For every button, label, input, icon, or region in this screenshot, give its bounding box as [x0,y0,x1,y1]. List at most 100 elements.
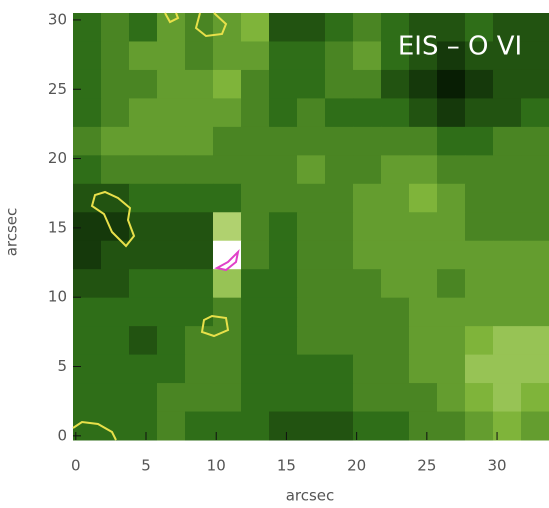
cell [269,411,298,441]
cell [213,354,242,384]
cell [409,98,438,128]
cell [521,126,549,156]
cell [353,13,382,42]
cell [157,126,186,156]
x-tick-label: 10 [207,457,226,475]
cell [325,297,354,327]
x-tick-label: 0 [71,457,81,475]
cell [465,354,494,384]
cell [297,126,326,156]
cell [269,98,298,128]
cell [129,41,158,71]
cell [437,240,466,270]
cell [493,269,522,299]
cell [129,354,158,384]
cell [241,183,270,213]
cell [269,297,298,327]
cell [101,297,130,327]
cell [73,212,102,242]
cell [353,269,382,299]
cell [73,98,102,128]
cell [101,69,130,99]
cell [381,69,410,99]
cell [241,69,270,99]
cell [241,41,270,71]
cell [241,155,270,185]
contour [200,314,230,338]
y-tick-label: 15 [48,218,67,236]
cell [437,297,466,327]
cell [409,326,438,356]
cell [157,326,186,356]
cell [241,411,270,441]
cell [297,383,326,413]
cell [157,269,186,299]
cell [241,126,270,156]
cell [213,155,242,185]
cell [157,98,186,128]
cell [493,354,522,384]
cell [437,98,466,128]
cell [325,354,354,384]
cell [325,212,354,242]
cell [185,183,214,213]
cell [493,126,522,156]
cell [297,354,326,384]
cell [213,411,242,441]
cell [409,383,438,413]
cell [129,98,158,128]
cell [521,98,549,128]
cell [101,155,130,185]
cell [409,297,438,327]
cell [437,354,466,384]
contour [90,190,136,248]
cell [437,212,466,242]
cell [409,269,438,299]
cell [297,297,326,327]
cell [381,41,410,71]
cell [213,383,242,413]
cell [73,69,102,99]
cell [157,297,186,327]
cell [325,383,354,413]
cell [185,354,214,384]
cell [213,212,242,242]
cell [185,98,214,128]
cell [437,183,466,213]
cell [269,41,298,71]
cell [241,326,270,356]
cell [493,183,522,213]
cell [381,269,410,299]
cell [241,240,270,270]
cell [101,354,130,384]
cell [129,269,158,299]
cell [465,155,494,185]
cell [185,297,214,327]
x-tick-label: 5 [141,457,151,475]
y-tick-label: 5 [57,357,67,375]
cell [101,411,130,441]
contour [164,12,180,24]
cell [493,155,522,185]
cell [465,269,494,299]
cell [325,13,354,42]
cell [465,240,494,270]
cell [157,69,186,99]
cell [157,383,186,413]
cell [269,155,298,185]
cell [521,41,549,71]
cell [353,126,382,156]
cell [493,240,522,270]
cell [465,98,494,128]
cell [465,326,494,356]
contours [72,12,240,441]
cell [129,126,158,156]
cell [157,183,186,213]
cell [437,41,466,71]
cell [381,383,410,413]
contour [194,12,228,38]
cell [297,69,326,99]
cell [185,126,214,156]
cell [353,41,382,71]
cell [381,326,410,356]
